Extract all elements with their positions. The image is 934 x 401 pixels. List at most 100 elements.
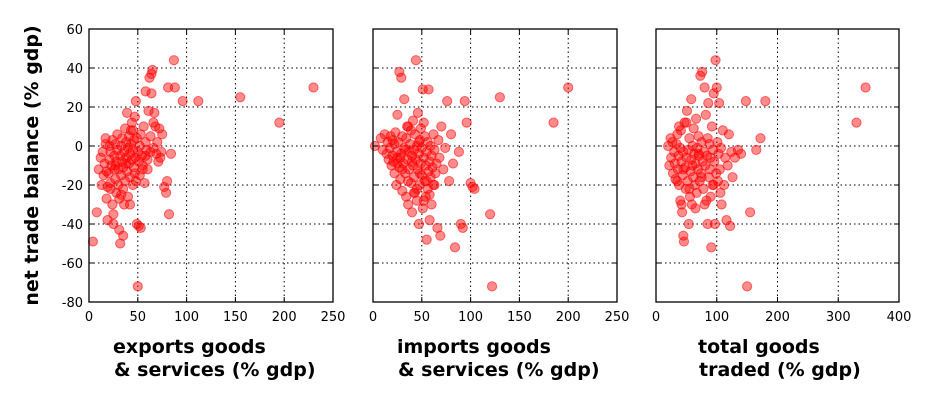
total-point — [672, 176, 683, 187]
total-point — [860, 82, 871, 93]
exports-point — [163, 209, 175, 220]
exports-point — [161, 187, 172, 198]
imports-point — [423, 84, 434, 95]
imports-point — [432, 222, 443, 233]
total-point — [712, 137, 723, 148]
imports-point — [418, 117, 429, 128]
imports-point — [417, 84, 428, 95]
imports-point — [399, 94, 410, 105]
total-point — [718, 179, 730, 191]
total-point — [706, 242, 717, 253]
exports-point — [130, 96, 141, 107]
total-point — [851, 117, 862, 128]
total-point — [705, 191, 716, 202]
total-point — [702, 133, 713, 144]
imports-point — [406, 156, 418, 167]
exports-point — [118, 230, 129, 241]
total-point — [695, 168, 707, 179]
exports-point — [111, 156, 122, 167]
total-point — [708, 144, 719, 155]
imports-point — [427, 162, 438, 173]
exports-xtick-label: 250 — [321, 310, 346, 325]
total-point — [735, 148, 747, 159]
total-point — [715, 142, 727, 154]
exports-point — [161, 176, 173, 187]
imports-point — [413, 218, 424, 230]
exports-point — [146, 68, 157, 79]
imports-xtick-label: 150 — [507, 310, 532, 325]
imports-point — [397, 185, 408, 196]
exports-point — [165, 148, 177, 159]
imports-point — [421, 176, 432, 187]
imports-point — [494, 92, 505, 103]
imports-point — [444, 176, 455, 187]
exports-point — [101, 166, 112, 177]
exports-ytick-label: 20 — [66, 101, 83, 116]
exports-ytick-label: -80 — [62, 296, 83, 311]
total-point — [697, 66, 708, 78]
total-point — [721, 215, 732, 226]
exports-point — [130, 176, 141, 187]
exports-point — [138, 121, 149, 132]
total-point — [742, 281, 753, 292]
imports-point — [563, 82, 574, 93]
total-point — [686, 94, 697, 105]
total-point — [675, 195, 686, 206]
total-point — [709, 156, 720, 167]
total-point — [711, 82, 722, 93]
total-point — [686, 199, 697, 210]
exports-point — [142, 164, 153, 175]
total-xtick-label: 0 — [652, 310, 660, 325]
imports-point — [392, 109, 403, 120]
imports-point — [394, 66, 405, 78]
total-point — [751, 144, 762, 155]
imports-point — [436, 121, 447, 132]
total-point — [699, 82, 710, 93]
exports-point — [140, 150, 151, 161]
total-point — [681, 105, 693, 117]
total-point — [709, 218, 721, 230]
total-point — [704, 164, 716, 175]
exports-point — [168, 55, 180, 66]
total-xtick-label: 400 — [887, 310, 912, 325]
imports-point — [431, 158, 442, 169]
exports-point — [134, 170, 145, 181]
exports-ytick-label: 40 — [66, 62, 83, 77]
imports-point — [396, 72, 407, 83]
imports-point — [435, 230, 446, 241]
imports-point — [457, 222, 468, 233]
total-point — [722, 160, 733, 171]
imports-point — [459, 96, 470, 107]
exports-xtick-label: 50 — [130, 310, 147, 325]
imports-point — [438, 164, 449, 175]
total-point — [760, 96, 771, 107]
exports-point — [108, 209, 119, 220]
imports-point — [392, 158, 403, 169]
imports-point — [403, 176, 414, 187]
imports-xtick-label: 100 — [458, 310, 483, 325]
exports-point — [274, 117, 285, 128]
total-point — [716, 199, 727, 210]
total-point — [700, 109, 711, 120]
total-xtick-label: 200 — [765, 310, 790, 325]
imports-point — [453, 146, 464, 157]
total-x-axis-label: traded (% gdp) — [699, 359, 861, 381]
exports-point — [139, 177, 150, 189]
exports-point — [140, 86, 151, 97]
total-point — [699, 199, 710, 210]
exports-point — [97, 146, 108, 157]
total-point — [678, 164, 689, 175]
imports-point — [400, 144, 411, 155]
y-axis-label: net trade balance (% gdp) — [21, 25, 43, 305]
exports-point — [129, 111, 140, 122]
imports-point — [413, 137, 424, 148]
imports-point — [433, 135, 444, 146]
exports-point — [91, 207, 102, 218]
imports-point — [381, 148, 392, 159]
total-point — [696, 137, 707, 148]
exports-point — [143, 105, 154, 117]
total-point — [711, 168, 722, 179]
exports-point — [107, 199, 118, 210]
exports-xtick-label: 200 — [272, 310, 297, 325]
